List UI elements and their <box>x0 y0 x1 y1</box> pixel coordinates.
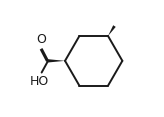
Text: HO: HO <box>29 75 49 88</box>
Polygon shape <box>108 25 116 36</box>
Polygon shape <box>48 59 65 62</box>
Text: O: O <box>36 33 46 46</box>
